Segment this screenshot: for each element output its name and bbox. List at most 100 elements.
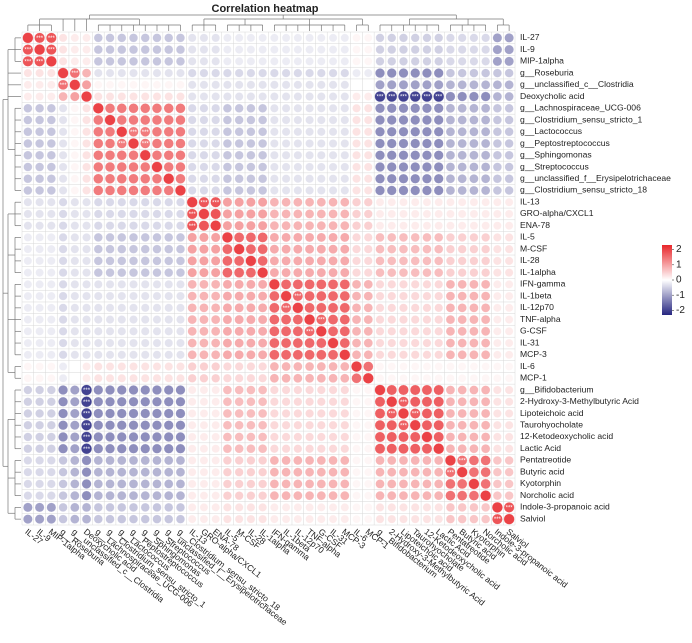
corr-cell [480, 467, 491, 478]
corr-cell [422, 173, 432, 184]
corr-cell [422, 326, 432, 336]
corr-cell [316, 349, 327, 360]
corr-cell [386, 162, 397, 172]
corr-cell [270, 186, 279, 195]
corr-cell [457, 256, 467, 266]
corr-cell [245, 232, 257, 243]
corr-cell [364, 45, 373, 54]
corr-cell [46, 138, 56, 149]
corr-cell [35, 233, 44, 242]
corr-cell [469, 45, 479, 54]
corr-cell [504, 221, 514, 230]
corr-cell [375, 185, 385, 196]
corr-cell [199, 456, 209, 465]
corr-cell [105, 315, 115, 324]
corr-cell [222, 385, 233, 395]
corr-cell [305, 92, 314, 101]
corr-cell [246, 57, 256, 66]
corr-cell [140, 315, 150, 324]
corr-cell [292, 279, 304, 290]
corr-cell [481, 56, 491, 66]
corr-cell [374, 384, 386, 396]
corr-cell [175, 126, 186, 137]
corr-cell [281, 514, 291, 524]
corr-cell [58, 502, 68, 512]
corr-cell [140, 161, 151, 173]
corr-cell [434, 503, 444, 512]
corr-cell [139, 149, 151, 161]
corr-cell [187, 162, 197, 172]
corr-cell [457, 268, 467, 278]
corr-cell [164, 455, 174, 466]
corr-cell [352, 397, 361, 406]
corr-cell [269, 455, 280, 466]
corr-cell [187, 45, 197, 54]
corr-cell [93, 362, 103, 371]
corr-cell [457, 444, 467, 454]
corr-cell [434, 244, 444, 254]
corr-cell [186, 208, 198, 220]
corr-cell [340, 115, 350, 125]
corr-cell [387, 33, 397, 43]
corr-cell [116, 408, 127, 419]
corr-cell [422, 33, 432, 43]
corr-cell [258, 80, 267, 90]
corr-cell [23, 174, 33, 184]
corr-cell [222, 103, 232, 113]
corr-cell [70, 151, 80, 160]
corr-cell [293, 115, 303, 125]
corr-cell [340, 127, 350, 137]
corr-cell [457, 455, 468, 466]
corr-cell [211, 385, 220, 395]
corr-cell [105, 350, 115, 360]
corr-cell [163, 103, 174, 114]
corr-cell [340, 373, 350, 383]
corr-cell [504, 362, 514, 371]
corr-cell [421, 419, 433, 431]
corr-cell [105, 280, 115, 289]
corr-cell [23, 162, 33, 172]
corr-cell [269, 290, 280, 302]
corr-cell [140, 244, 150, 254]
corr-cell [422, 68, 432, 79]
corr-cell [23, 514, 33, 524]
corr-cell [305, 68, 314, 78]
corr-cell [293, 127, 303, 137]
corr-cell [305, 45, 314, 54]
corr-cell [433, 173, 444, 184]
corr-cell [493, 303, 502, 313]
corr-cell [199, 467, 209, 477]
corr-cell [433, 185, 444, 196]
corr-cell [328, 139, 338, 148]
corr-cell [81, 91, 93, 103]
corr-cell [246, 68, 256, 78]
corr-cell [211, 362, 221, 371]
corr-cell [35, 174, 45, 184]
corr-cell [175, 150, 186, 161]
corr-cell [128, 432, 139, 442]
corr-cell [363, 221, 373, 231]
corr-cell [352, 244, 361, 254]
corr-cell [492, 513, 503, 525]
corr-cell [70, 233, 80, 242]
corr-cell [211, 338, 221, 348]
corr-cell [351, 361, 363, 373]
corr-cell [352, 409, 361, 418]
corr-cell [23, 127, 33, 137]
corr-cell [234, 45, 244, 54]
corr-cell [140, 56, 150, 66]
corr-cell [176, 338, 185, 348]
corr-cell [305, 444, 314, 454]
corr-cell [222, 326, 233, 337]
corr-cell [293, 244, 303, 254]
corr-cell [70, 104, 80, 113]
corr-cell [245, 267, 257, 278]
corr-cell [140, 256, 150, 266]
corr-cell [128, 173, 139, 184]
corr-cell [70, 186, 80, 195]
corr-cell [469, 279, 479, 290]
corr-cell [35, 115, 45, 125]
corr-cell [234, 303, 244, 313]
corr-cell [457, 209, 467, 219]
corr-cell [293, 267, 303, 278]
